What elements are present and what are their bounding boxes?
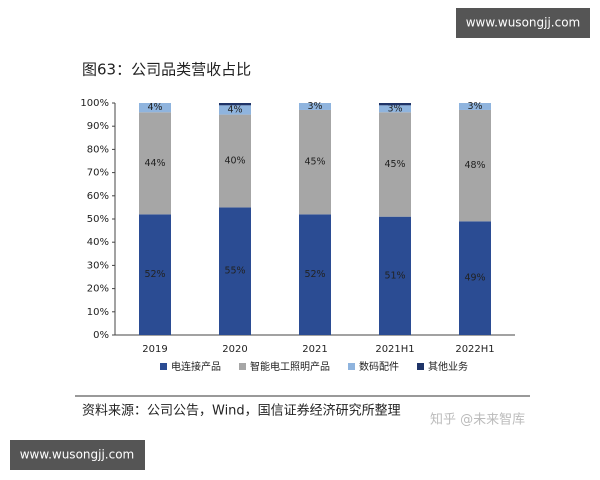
value-label: 40% [224, 156, 245, 167]
y-tick-label: 80% [87, 144, 109, 155]
value-label: 48% [464, 160, 485, 171]
value-label: 3% [467, 101, 482, 112]
value-label: 49% [464, 273, 485, 284]
y-tick-label: 30% [87, 260, 109, 271]
y-tick-label: 60% [87, 191, 109, 202]
y-tick-label: 10% [87, 307, 109, 318]
value-label: 45% [384, 159, 405, 170]
value-label: 55% [224, 266, 245, 277]
bar-segment [299, 103, 331, 110]
bar-segment [219, 105, 251, 115]
bar-segment [219, 103, 251, 106]
y-tick-label: 20% [87, 284, 109, 295]
value-label: 3% [387, 103, 402, 114]
y-tick-label: 40% [87, 237, 109, 248]
value-label: 4% [147, 102, 162, 113]
bar-segment [379, 105, 411, 113]
watermark-box [10, 440, 145, 470]
value-label: 44% [144, 158, 165, 169]
chart-title: 图63：公司品类营收占比 [82, 61, 251, 79]
x-tick-label: 2021H1 [375, 344, 414, 355]
x-tick-label: 2019 [142, 344, 167, 355]
legend-swatch [417, 363, 424, 370]
legend-label: 数码配件 [359, 360, 399, 373]
bar-segment [459, 221, 491, 335]
watermark: www.wusongjj.com [20, 448, 135, 462]
y-tick-label: 0% [93, 330, 109, 341]
source: 资料来源：公司公告，Wind，国信证券经济研究所整理 [82, 403, 401, 419]
value-label: 3% [307, 101, 322, 112]
bar-segment [379, 103, 411, 106]
y-tick-label: 50% [87, 214, 109, 225]
watermark: 知乎 @未来智库 [430, 412, 525, 428]
watermark: www.wusongjj.com [466, 16, 581, 30]
x-tick-label: 2021 [302, 344, 327, 355]
legend-label: 智能电工照明产品 [250, 360, 330, 373]
bar-segment [219, 207, 251, 335]
legend-label: 电连接产品 [171, 360, 221, 373]
y-tick-label: 90% [87, 121, 109, 132]
y-tick-label: 100% [80, 98, 109, 109]
bar-segment [139, 112, 171, 215]
y-tick-label: 70% [87, 168, 109, 179]
bar-segment [139, 214, 171, 335]
x-tick-label: 2022H1 [455, 344, 494, 355]
legend-swatch [348, 363, 355, 370]
legend-label: 其他业务 [428, 360, 468, 373]
bar-segment [299, 214, 331, 335]
value-label: 52% [144, 269, 165, 280]
bar-segment [459, 103, 491, 110]
bar-segment [139, 103, 171, 113]
value-label: 51% [384, 270, 405, 281]
value-label: 4% [227, 104, 242, 115]
bar-segment [379, 112, 411, 217]
legend-swatch [160, 363, 167, 370]
x-tick-label: 2020 [222, 344, 247, 355]
bar-segment [219, 114, 251, 208]
bar-segment [299, 109, 331, 215]
legend-swatch [239, 363, 246, 370]
value-label: 45% [304, 157, 325, 168]
bar-segment [379, 216, 411, 335]
watermark-box [456, 8, 590, 38]
value-label: 52% [304, 269, 325, 280]
bar-segment [459, 109, 491, 222]
